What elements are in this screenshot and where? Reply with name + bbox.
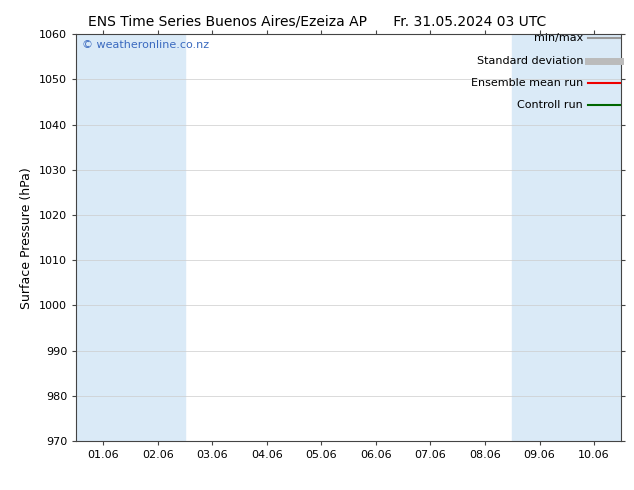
- Text: Ensemble mean run: Ensemble mean run: [471, 78, 583, 88]
- Bar: [131, 34, 185, 441]
- Text: Standard deviation: Standard deviation: [477, 56, 583, 66]
- Bar: [621, 34, 624, 441]
- Text: © weatheronline.co.nz: © weatheronline.co.nz: [82, 40, 209, 50]
- Text: min/max: min/max: [534, 33, 583, 44]
- Bar: [76, 34, 131, 441]
- Text: Controll run: Controll run: [517, 100, 583, 110]
- Text: ENS Time Series Buenos Aires/Ezeiza AP      Fr. 31.05.2024 03 UTC: ENS Time Series Buenos Aires/Ezeiza AP F…: [88, 15, 546, 29]
- Bar: [621, 34, 624, 441]
- Bar: [512, 34, 567, 441]
- Y-axis label: Surface Pressure (hPa): Surface Pressure (hPa): [20, 167, 34, 309]
- Bar: [567, 34, 621, 441]
